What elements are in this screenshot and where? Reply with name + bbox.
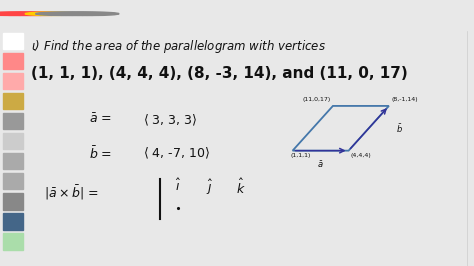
Circle shape [46, 12, 98, 15]
Bar [3, 213, 23, 230]
Bar [3, 153, 23, 169]
Bar [3, 93, 23, 109]
Circle shape [67, 12, 119, 15]
Bar [3, 73, 23, 89]
Text: $\hat{\imath}$: $\hat{\imath}$ [175, 178, 182, 194]
Text: (1,1,1): (1,1,1) [291, 153, 311, 158]
Text: $|\bar{a}\times\bar{b}|$ =: $|\bar{a}\times\bar{b}|$ = [44, 184, 99, 202]
Text: $\bar{b}$: $\bar{b}$ [396, 122, 402, 135]
Circle shape [56, 12, 109, 15]
Bar [3, 133, 23, 149]
Bar [3, 173, 23, 189]
Text: $\bar{a}$ =: $\bar{a}$ = [89, 113, 112, 127]
Text: (11,0,17): (11,0,17) [302, 97, 331, 102]
Text: $\hat{\jmath}$: $\hat{\jmath}$ [206, 178, 213, 197]
Text: (4,4,4): (4,4,4) [351, 153, 372, 158]
Text: $\iota$) Find the area of the parallelogram with vertices: $\iota$) Find the area of the parallelog… [30, 38, 326, 55]
Text: $\langle$ 3, 3, 3$\rangle$: $\langle$ 3, 3, 3$\rangle$ [143, 113, 197, 128]
Bar [3, 233, 23, 250]
Bar [3, 193, 23, 210]
Text: $\langle$ 4, -7, 10$\rangle$: $\langle$ 4, -7, 10$\rangle$ [143, 146, 210, 161]
Text: (8,-1,14): (8,-1,14) [391, 97, 418, 102]
Circle shape [36, 12, 88, 15]
Bar [3, 53, 23, 69]
Text: (1, 1, 1), (4, 4, 4), (8, -3, 14), and (11, 0, 17): (1, 1, 1), (4, 4, 4), (8, -3, 14), and (… [30, 66, 407, 81]
Text: $\bar{a}$: $\bar{a}$ [317, 159, 324, 170]
Bar [3, 33, 23, 49]
Circle shape [4, 12, 56, 15]
Circle shape [0, 12, 36, 15]
Circle shape [25, 12, 77, 15]
Text: $\hat{k}$: $\hat{k}$ [236, 178, 246, 197]
Text: $\bar{b}$ =: $\bar{b}$ = [89, 146, 112, 163]
Circle shape [15, 12, 67, 15]
Bar [3, 113, 23, 130]
Circle shape [0, 12, 46, 15]
